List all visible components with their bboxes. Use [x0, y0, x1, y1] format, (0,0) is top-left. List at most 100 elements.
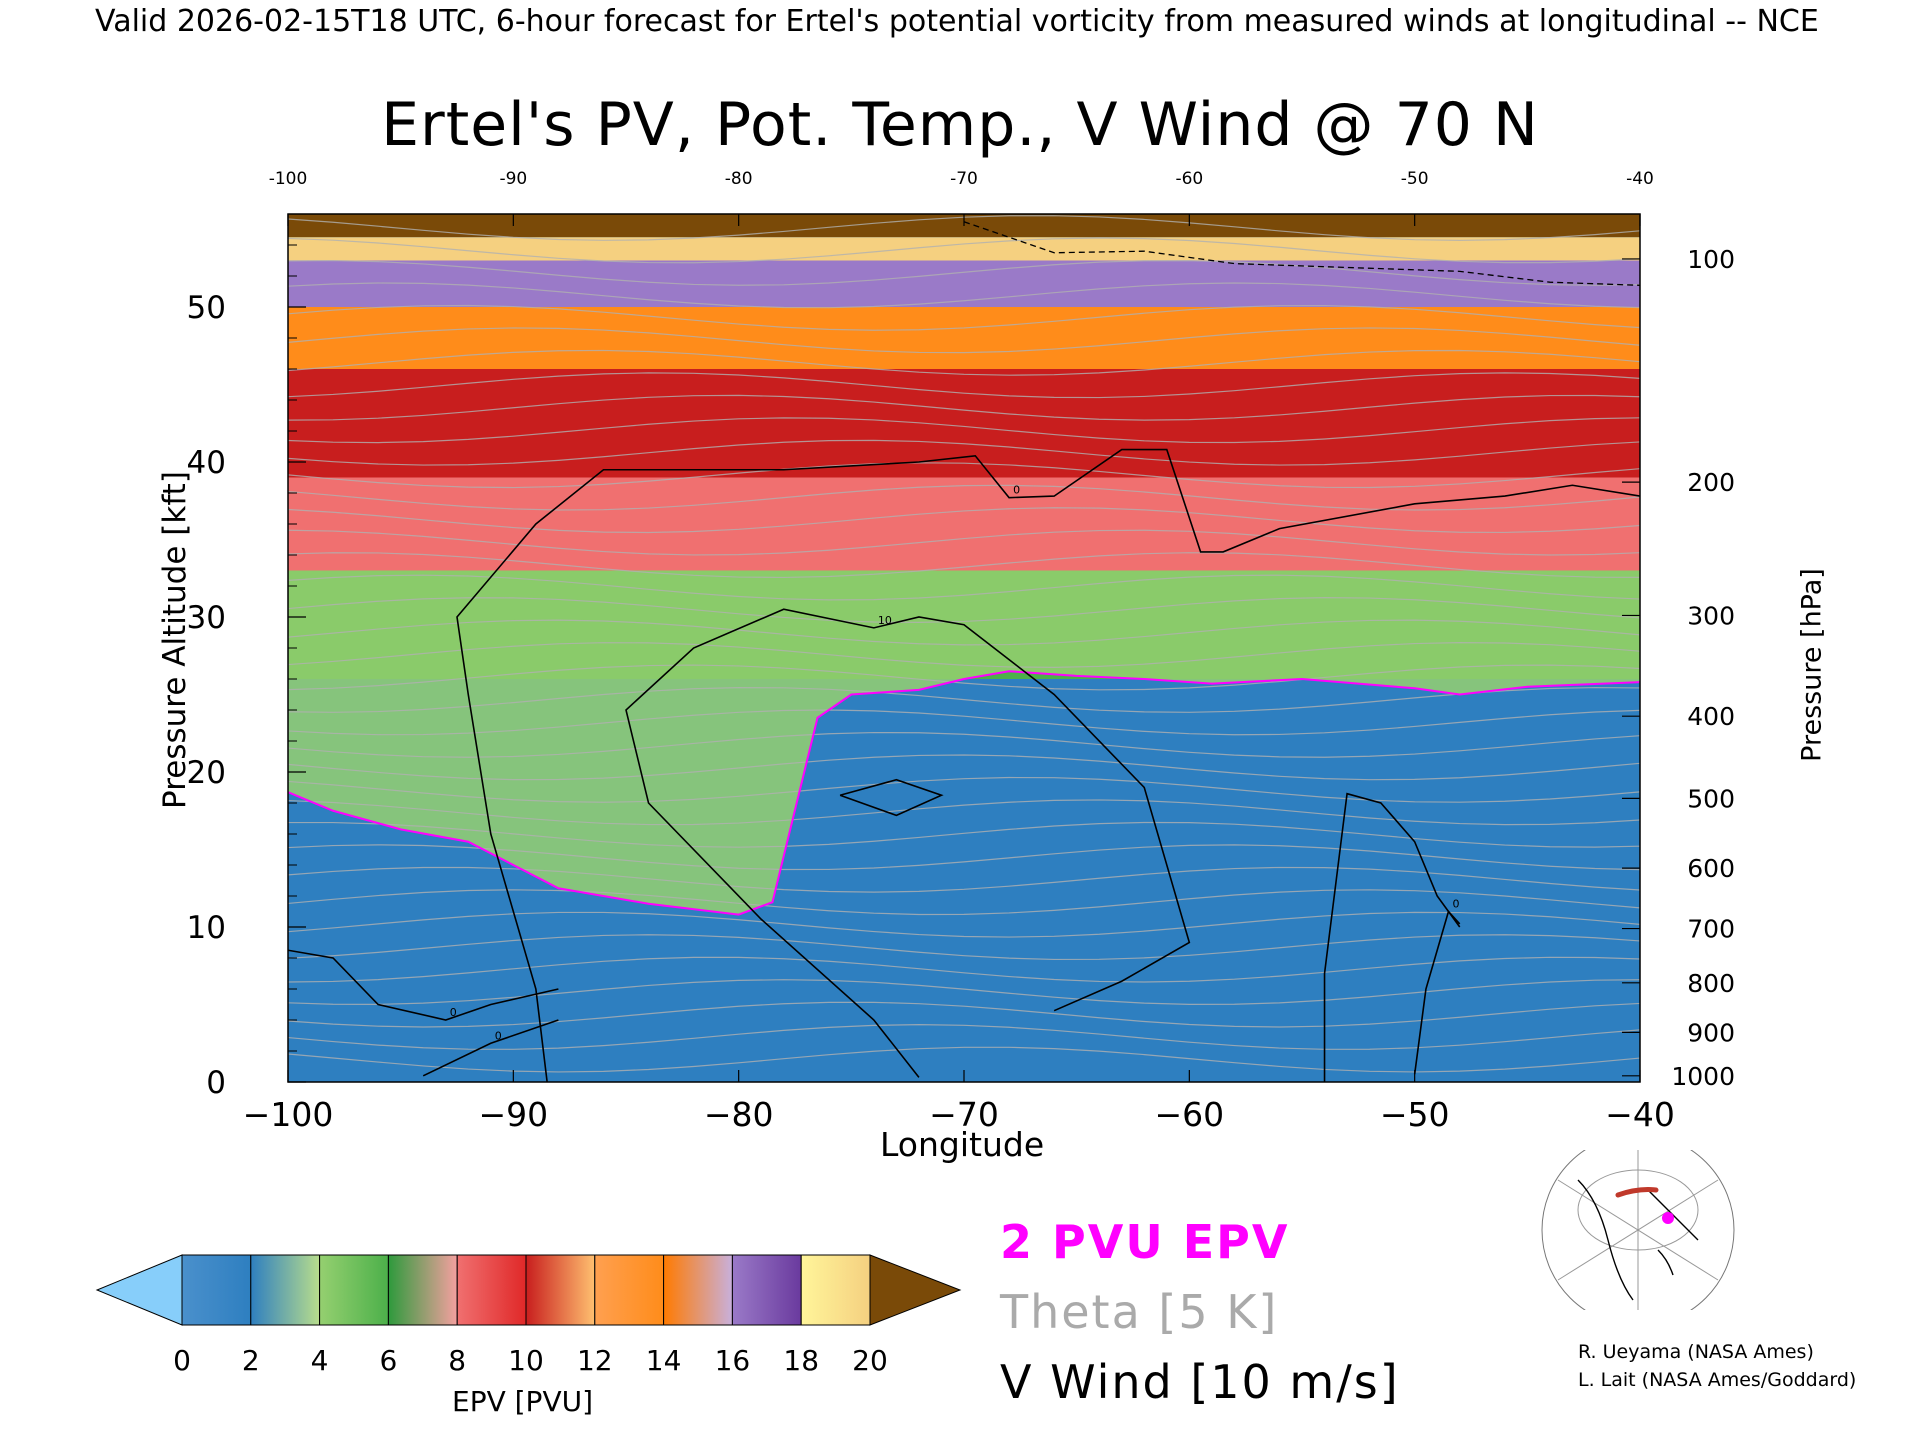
- legend-v-wind: V Wind [10 m/s]: [1000, 1355, 1400, 1409]
- theta-isentrope: [288, 552, 1640, 579]
- theta-isentrope: [288, 304, 1640, 331]
- v-wind-contour: [422, 1019, 559, 1077]
- x-tick-label-top: -60: [1175, 169, 1203, 189]
- x-tick-label: −60: [1155, 1095, 1225, 1134]
- v-wind-contour: [1413, 909, 1461, 1075]
- y-axis-label-left: Pressure Altitude [kft]: [157, 471, 193, 809]
- theta-isentrope: [288, 642, 1640, 668]
- v-wind-contour-label: 0: [450, 1006, 457, 1019]
- y-tick-label-right: 1000: [1671, 1062, 1735, 1091]
- y-tick-label-right: 200: [1687, 468, 1735, 497]
- theta-isentrope: [288, 327, 1640, 354]
- theta-isentrope: [288, 574, 1640, 601]
- y-tick-label-right: 600: [1687, 854, 1735, 883]
- theta-isentrope: [288, 394, 1640, 421]
- x-tick-label-top: -90: [499, 169, 527, 189]
- y-tick-label-left: 20: [187, 755, 226, 791]
- theta-isentrope: [288, 889, 1640, 916]
- theta-isentrope: [288, 1024, 1640, 1050]
- y-tick-label-left: 40: [187, 445, 226, 481]
- map-section-line: [1615, 1187, 1659, 1198]
- y-tick-label-left: 10: [187, 910, 226, 946]
- theta-isentrope: [288, 709, 1640, 736]
- y-tick-label-right: 100: [1687, 245, 1735, 274]
- x-axis-label: Longitude: [880, 1125, 1045, 1164]
- v-wind-contour: [839, 778, 944, 817]
- v-wind-contour-label: 0: [1452, 898, 1459, 911]
- theta-isentrope: [288, 731, 1640, 758]
- epv-layer: [288, 477, 1640, 571]
- y-tick-label-left: 30: [187, 600, 226, 636]
- x-tick-label-top: -80: [725, 169, 753, 189]
- forecast-header: Valid 2026-02-15T18 UTC, 6-hour forecast…: [95, 4, 1819, 39]
- x-tick-label-top: -70: [950, 169, 978, 189]
- theta-isentrope: [288, 462, 1640, 489]
- theta-isentrope: [288, 439, 1640, 466]
- theta-isentrope: [288, 372, 1640, 399]
- x-tick-label: −100: [243, 1095, 334, 1134]
- v-wind-dashed-contour: [963, 221, 1640, 286]
- theta-isentrope: [288, 979, 1640, 1005]
- epv-layer: [288, 307, 1640, 369]
- v-wind-contour: [1323, 792, 1461, 1082]
- y-tick-label-right: 300: [1687, 601, 1735, 630]
- credit-line-1: R. Ueyama (NASA Ames): [1578, 1341, 1814, 1363]
- epv-layer: [288, 237, 1640, 261]
- x-tick-label-top: -40: [1626, 169, 1654, 189]
- theta-isentrope: [288, 237, 1640, 264]
- v-wind-contour: [456, 448, 1640, 1082]
- y-tick-label-right: 400: [1687, 702, 1735, 731]
- theta-isentrope: [288, 349, 1640, 376]
- epv-layer: [288, 260, 1640, 307]
- theta-isentrope: [288, 597, 1640, 623]
- v-wind-contour-label: 10: [878, 614, 892, 627]
- y-tick-label-right: 800: [1687, 969, 1735, 998]
- y-tick-label-right: 700: [1687, 915, 1735, 944]
- theta-isentrope: [288, 529, 1640, 556]
- x-tick-label-top: -50: [1401, 169, 1429, 189]
- theta-isentrope: [288, 956, 1640, 983]
- colorbar-label: EPV [PVU]: [452, 1385, 594, 1418]
- theta-isentrope: [288, 799, 1640, 826]
- epv-layer: [288, 369, 1640, 478]
- y-tick-label-left: 0: [206, 1065, 226, 1101]
- x-tick-label: −90: [479, 1095, 549, 1134]
- credits: R. Ueyama (NASA Ames) L. Lait (NASA Ames…: [1578, 1338, 1856, 1394]
- y-tick-label-right: 500: [1687, 784, 1735, 813]
- x-tick-label: −80: [704, 1095, 774, 1134]
- theta-isentrope: [288, 844, 1640, 871]
- v-wind-contour: [625, 608, 1191, 1078]
- theta-isentrope: [288, 259, 1640, 286]
- map-outline: [1541, 1150, 1735, 1310]
- theta-isentrope: [288, 754, 1640, 781]
- legend-theta: Theta [5 K]: [1000, 1285, 1279, 1339]
- theta-isentrope: [288, 1001, 1640, 1028]
- v-wind-contour: [288, 949, 559, 1021]
- v-wind-contour-label: 0: [495, 1029, 502, 1042]
- y-tick-label-left: 50: [187, 290, 226, 326]
- x-tick-label: −70: [929, 1095, 999, 1134]
- theta-isentrope: [288, 619, 1640, 646]
- theta-isentrope: [288, 686, 1640, 713]
- theta-isentrope: [288, 484, 1640, 511]
- epv-mid-region: [288, 570, 1640, 915]
- theta-isentrope: [288, 417, 1640, 444]
- y-tick-label-right: 900: [1687, 1018, 1735, 1047]
- theta-isentrope: [288, 507, 1640, 534]
- theta-isentrope: [288, 776, 1640, 803]
- theta-isentrope: [288, 866, 1640, 893]
- locator-map-icon: [1541, 1150, 1735, 1310]
- x-tick-label: −40: [1605, 1095, 1675, 1134]
- y-axis-label-right: Pressure [hPa]: [1796, 568, 1828, 762]
- theta-isentrope: [288, 821, 1640, 848]
- v-wind-contour-label: 0: [1013, 484, 1020, 497]
- legend-pvu-contour: 2 PVU EPV: [1000, 1215, 1290, 1269]
- theta-isentrope: [288, 934, 1640, 961]
- theta-isentrope: [288, 282, 1640, 309]
- x-tick-label-top: -100: [269, 169, 308, 189]
- chart-title: Ertel's PV, Pot. Temp., V Wind @ 70 N: [381, 90, 1539, 160]
- map-meridian: [1557, 1179, 1719, 1281]
- theta-isentrope: [288, 664, 1640, 691]
- credit-line-2: L. Lait (NASA Ames/Goddard): [1578, 1369, 1857, 1391]
